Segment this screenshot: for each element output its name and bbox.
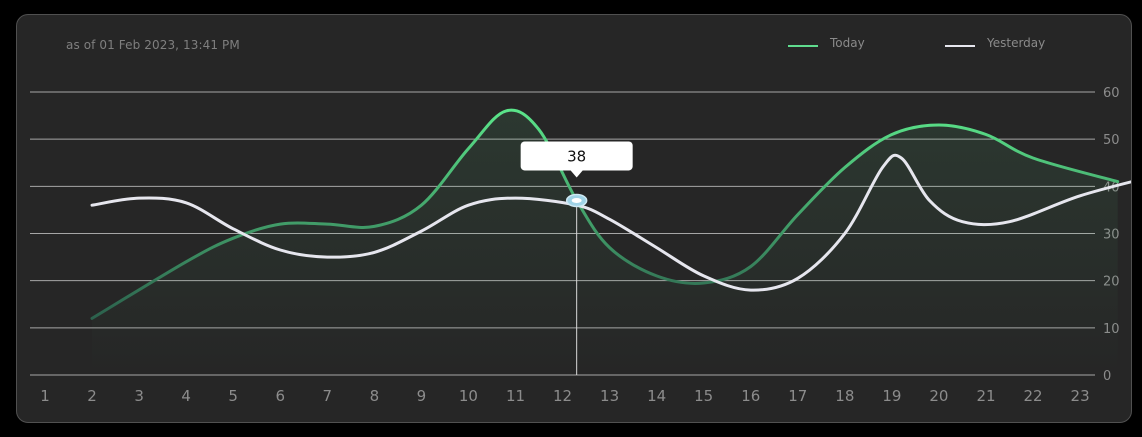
x-tick-label: 19 <box>882 387 901 405</box>
series-line-yesterday <box>90 153 1131 292</box>
series-line-today <box>90 108 1120 320</box>
x-tick-label: 18 <box>835 387 854 405</box>
x-tick-label: 2 <box>87 387 97 405</box>
today-area <box>92 110 1118 376</box>
x-tick-label: 10 <box>459 387 478 405</box>
x-tick-label: 3 <box>134 387 144 405</box>
hover-point-marker-core <box>571 197 582 203</box>
legend-swatch-yesterday <box>945 45 975 47</box>
x-tick-label: 13 <box>600 387 619 405</box>
tooltip-value: 38 <box>567 147 586 165</box>
x-tick-label: 16 <box>741 387 760 405</box>
x-tick-label: 4 <box>181 387 191 405</box>
x-tick-label: 21 <box>976 387 995 405</box>
y-tick-label: 60 <box>1103 86 1120 101</box>
line-chart: 0102030405060123456789101112131415161718… <box>30 86 1131 405</box>
x-tick-label: 14 <box>647 387 666 405</box>
x-tick-label: 12 <box>553 387 572 405</box>
x-tick-label: 23 <box>1071 387 1090 405</box>
x-tick-label: 20 <box>929 387 948 405</box>
legend-label-yesterday: Yesterday <box>987 36 1046 50</box>
x-tick-label: 8 <box>370 387 380 405</box>
chart-card: as of 01 Feb 2023, 13:41 PM Today Yester… <box>16 14 1132 423</box>
y-tick-label: 0 <box>1103 369 1111 384</box>
y-tick-label: 50 <box>1103 133 1120 148</box>
x-tick-label: 17 <box>788 387 807 405</box>
x-tick-label: 7 <box>323 387 333 405</box>
tooltip-pointer <box>570 170 583 178</box>
legend-swatch-today <box>788 45 818 47</box>
x-tick-label: 9 <box>417 387 427 405</box>
x-tick-label: 15 <box>694 387 713 405</box>
x-tick-label: 1 <box>40 387 50 405</box>
x-tick-label: 6 <box>275 387 285 405</box>
legend-label-today: Today <box>830 36 865 50</box>
timestamp-label: as of 01 Feb 2023, 13:41 PM <box>66 38 240 52</box>
tooltip-box <box>520 141 633 171</box>
x-tick-label: 11 <box>506 387 525 405</box>
x-tick-label: 5 <box>228 387 238 405</box>
x-tick-label: 22 <box>1024 387 1043 405</box>
